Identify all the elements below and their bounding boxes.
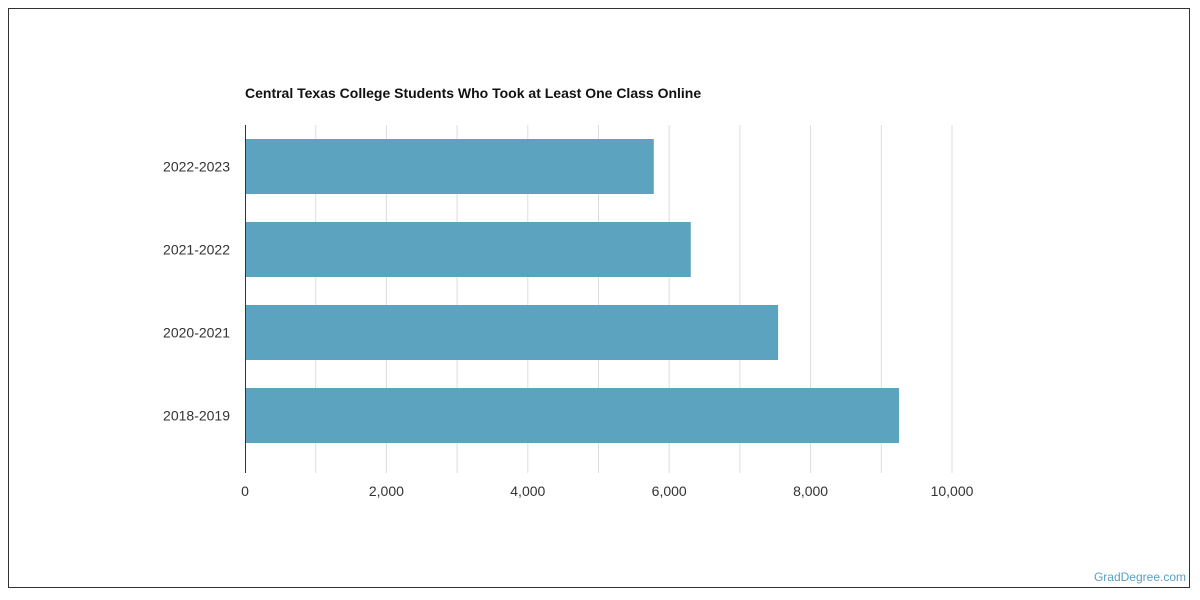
category-label: 2018-2019 [163, 408, 230, 424]
chart-title: Central Texas College Students Who Took … [245, 85, 702, 101]
category-label: 2021-2022 [163, 242, 230, 258]
watermark-link[interactable]: GradDegree.com [1093, 570, 1186, 584]
bars [245, 139, 899, 443]
bar-2021-2022 [245, 222, 691, 277]
x-tick-label: 4,000 [510, 483, 545, 499]
x-tick-label: 0 [241, 483, 249, 499]
x-tick-label: 2,000 [369, 483, 404, 499]
labels: 2022-2023 2021-2022 2020-2021 2018-2019 0 2,0… [163, 159, 974, 500]
bar-2018-2019 [245, 388, 899, 443]
bar-2020-2021 [245, 305, 779, 360]
category-label: 2022-2023 [163, 159, 230, 175]
x-tick-label: 6,000 [652, 483, 687, 499]
bar-2022-2023 [245, 139, 654, 194]
x-tick-label: 10,000 [931, 483, 974, 499]
x-tick-label: 8,000 [793, 483, 828, 499]
category-label: 2020-2021 [163, 325, 230, 341]
